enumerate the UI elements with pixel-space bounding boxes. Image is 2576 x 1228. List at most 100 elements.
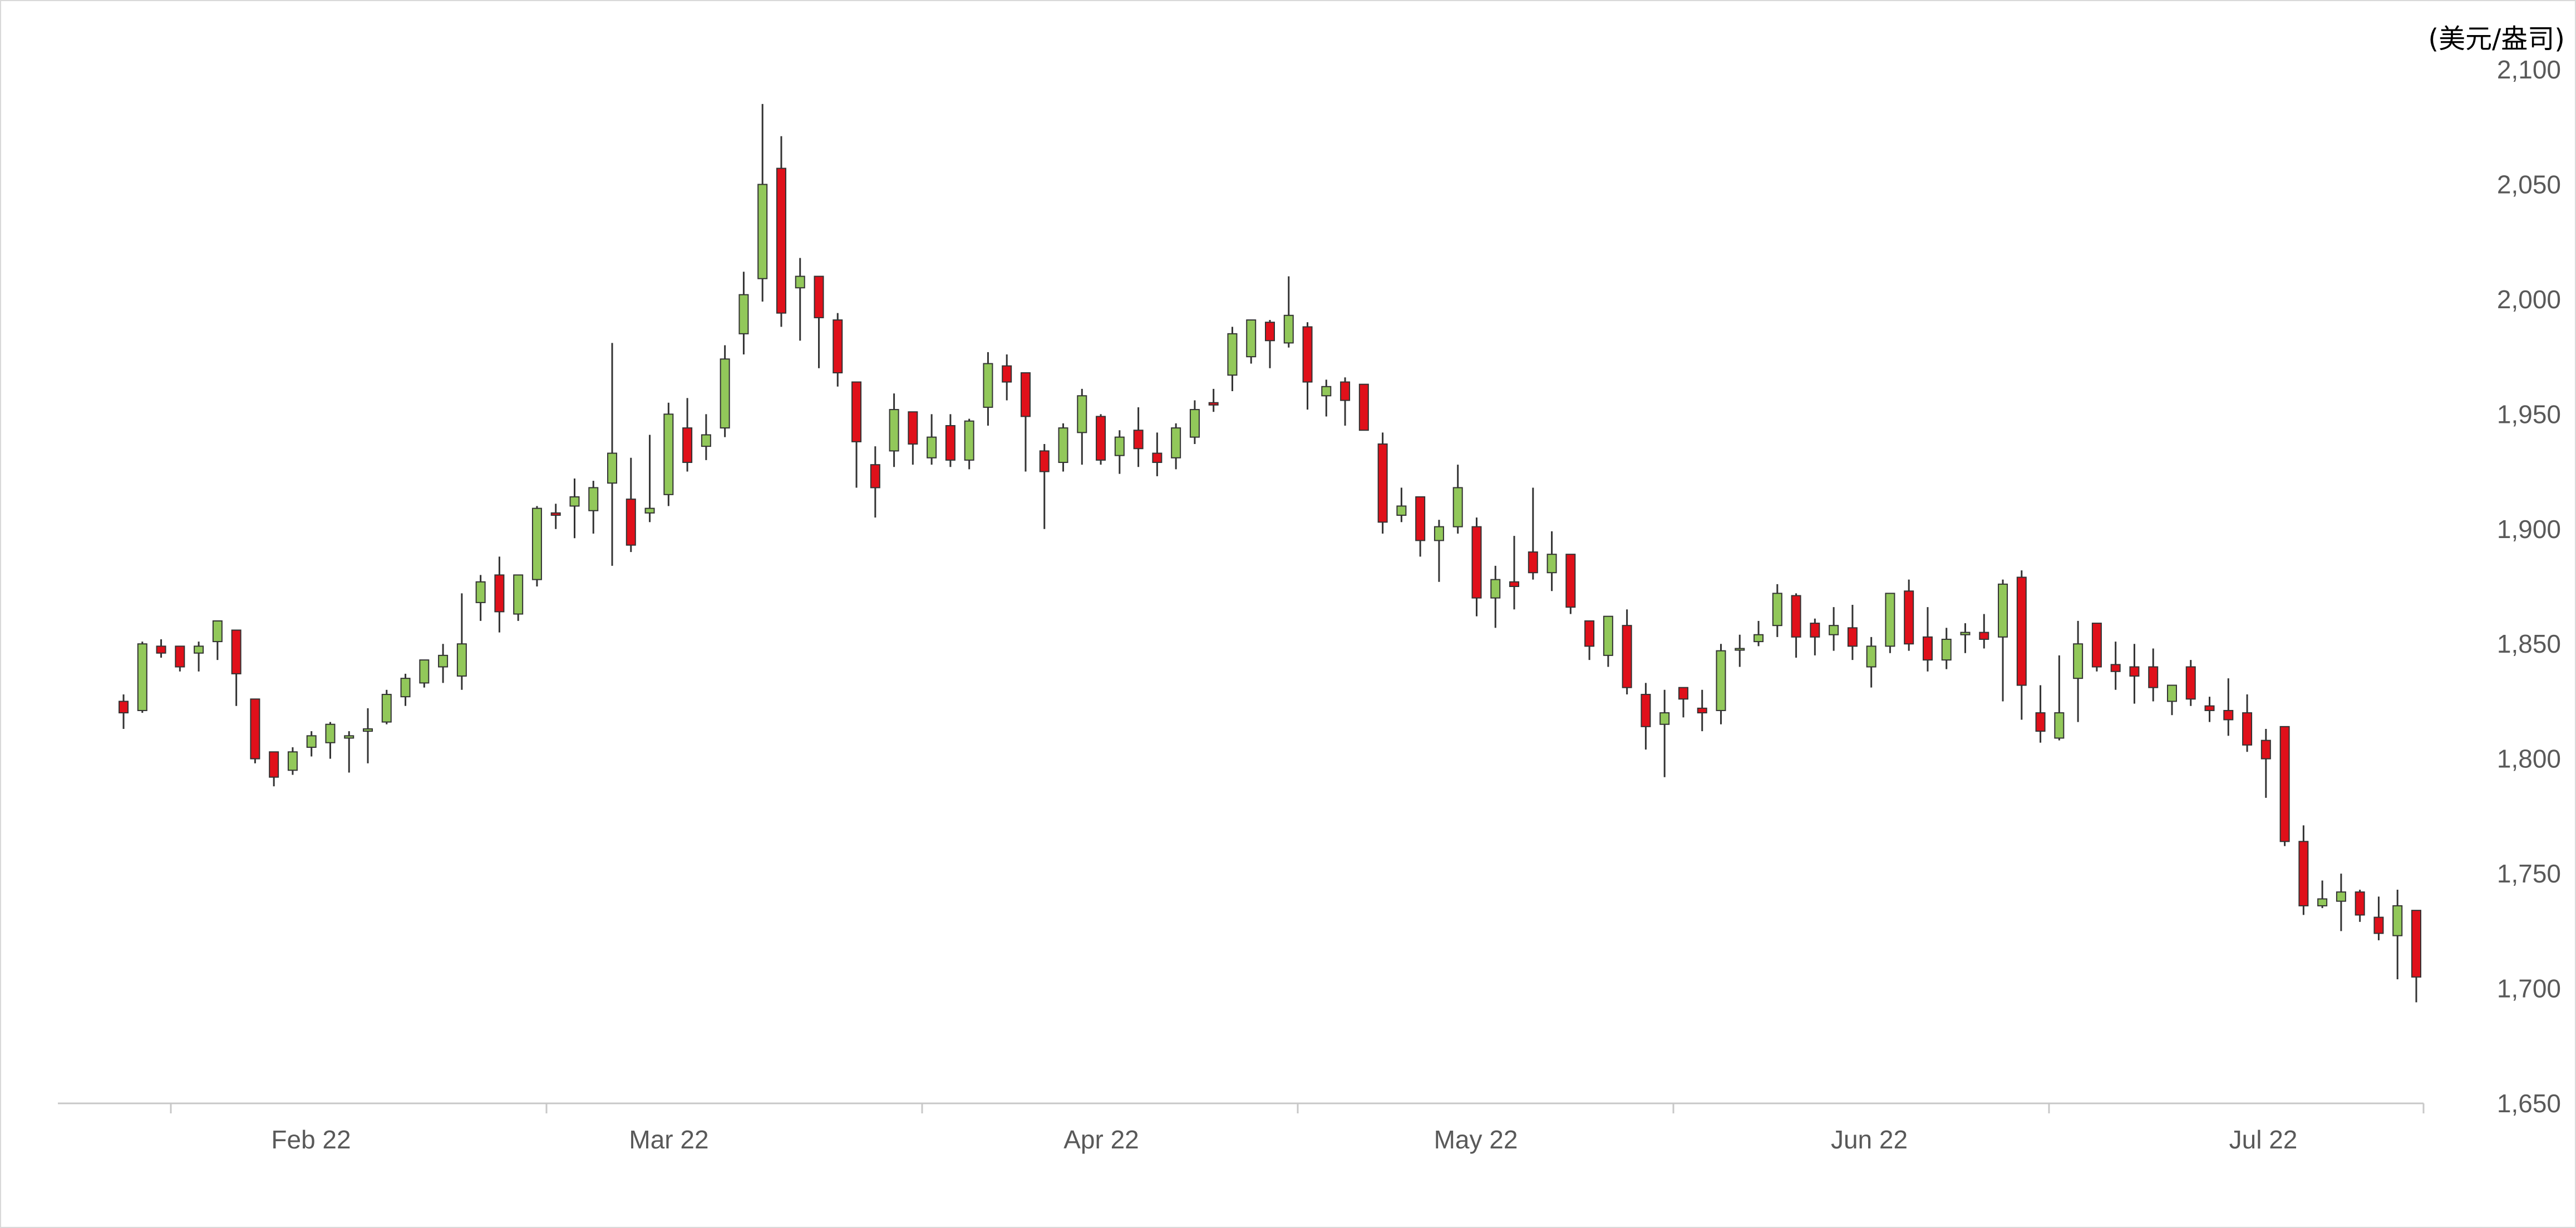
candle-body [1396, 505, 1407, 516]
candle-body [757, 184, 768, 279]
candle [1754, 620, 1764, 647]
candle-body [1772, 593, 1782, 627]
candle [1283, 276, 1294, 348]
candle [1415, 496, 1426, 557]
candle-body [964, 420, 974, 461]
candle-body [945, 425, 955, 461]
candle-body [1603, 615, 1613, 656]
candle [757, 103, 768, 302]
candle-body [1302, 326, 1313, 383]
candle [625, 457, 636, 553]
candle-body [2166, 684, 2177, 702]
candle [1377, 432, 1388, 534]
candle-body [1208, 402, 1219, 406]
y-tick-label: 1,650 [2497, 1089, 2561, 1118]
candle [945, 414, 955, 467]
candle-body [1885, 593, 1895, 647]
candle [795, 258, 805, 341]
y-tick-label: 1,900 [2497, 515, 2561, 544]
candle-body [400, 678, 411, 698]
candle [1509, 536, 1520, 610]
candle [175, 645, 185, 672]
candle-body [1941, 638, 1952, 661]
candle-body [776, 167, 786, 314]
candle-body [1546, 554, 1557, 574]
candle [1227, 327, 1238, 392]
x-tick-label: Mar 22 [629, 1125, 708, 1154]
candle-body [814, 275, 824, 318]
candle-body [644, 507, 655, 514]
candle-body [137, 643, 147, 711]
candle [738, 272, 749, 354]
candle-body [1509, 581, 1520, 587]
candle [1847, 605, 1858, 660]
candle-body [2110, 664, 2121, 672]
candle-body [625, 499, 636, 546]
candle-body [1565, 554, 1576, 608]
candle-body [1866, 645, 1876, 668]
candle [1641, 683, 1651, 750]
candle-body [1960, 632, 1971, 635]
candle-body [531, 507, 542, 580]
candle [1735, 634, 1745, 667]
candle [363, 708, 373, 763]
candle [1791, 593, 1801, 658]
candle-body [438, 654, 449, 668]
candle [663, 402, 674, 506]
candle [2185, 660, 2196, 706]
candle-body [381, 694, 392, 723]
candle [1171, 423, 1181, 470]
candle-body [795, 275, 805, 289]
candle-body [1979, 632, 1989, 640]
candle-body [1471, 526, 1482, 599]
candle [1039, 444, 1050, 529]
candle-body [851, 381, 862, 442]
candle-body [1227, 333, 1238, 376]
candle [607, 343, 618, 566]
candle-body [1584, 620, 1595, 647]
candle-body [1152, 452, 1163, 463]
candle-body [1434, 526, 1444, 541]
candle [2392, 890, 2403, 980]
candle [644, 435, 655, 522]
candle [1528, 487, 1538, 580]
candle-body [1020, 372, 1031, 417]
candle-body [889, 409, 899, 452]
candle-body [927, 436, 937, 458]
candle-body [1659, 712, 1670, 725]
candle [776, 136, 786, 327]
candle [1434, 520, 1444, 582]
candle-body [2054, 712, 2065, 739]
candle [1941, 628, 1952, 669]
y-tick-label: 2,100 [2497, 55, 2561, 84]
candle [1998, 579, 2008, 702]
candle-body [1452, 487, 1463, 527]
candle [2411, 910, 2421, 1003]
candle [870, 446, 880, 518]
candle [550, 504, 561, 529]
candle-body [1735, 648, 1745, 651]
candle-body [363, 728, 373, 732]
candle [1396, 487, 1407, 522]
candle-body [1716, 650, 1726, 711]
candle [494, 556, 505, 633]
y-tick-label: 1,800 [2497, 744, 2561, 773]
candle [1490, 565, 1501, 628]
candle [212, 620, 223, 660]
candle-body [287, 751, 298, 771]
candle-body [1077, 395, 1087, 433]
candle-body [1039, 450, 1050, 472]
candle [1584, 620, 1595, 660]
candle [344, 731, 354, 773]
candle-body [1754, 634, 1764, 643]
candle-body [1265, 322, 1275, 342]
candle-body [607, 452, 618, 484]
candle-body [475, 581, 486, 603]
candle [1340, 377, 1351, 426]
candle-body [588, 487, 599, 511]
x-tick-label: Jul 22 [2229, 1125, 2298, 1154]
candle [1358, 383, 1369, 431]
candle [400, 673, 411, 706]
x-axis-labels: Feb 22 Mar 22 Apr 22 May 22 Jun 22 Jul 22 [271, 1125, 2297, 1154]
x-axis-ticks [170, 1103, 2425, 1113]
